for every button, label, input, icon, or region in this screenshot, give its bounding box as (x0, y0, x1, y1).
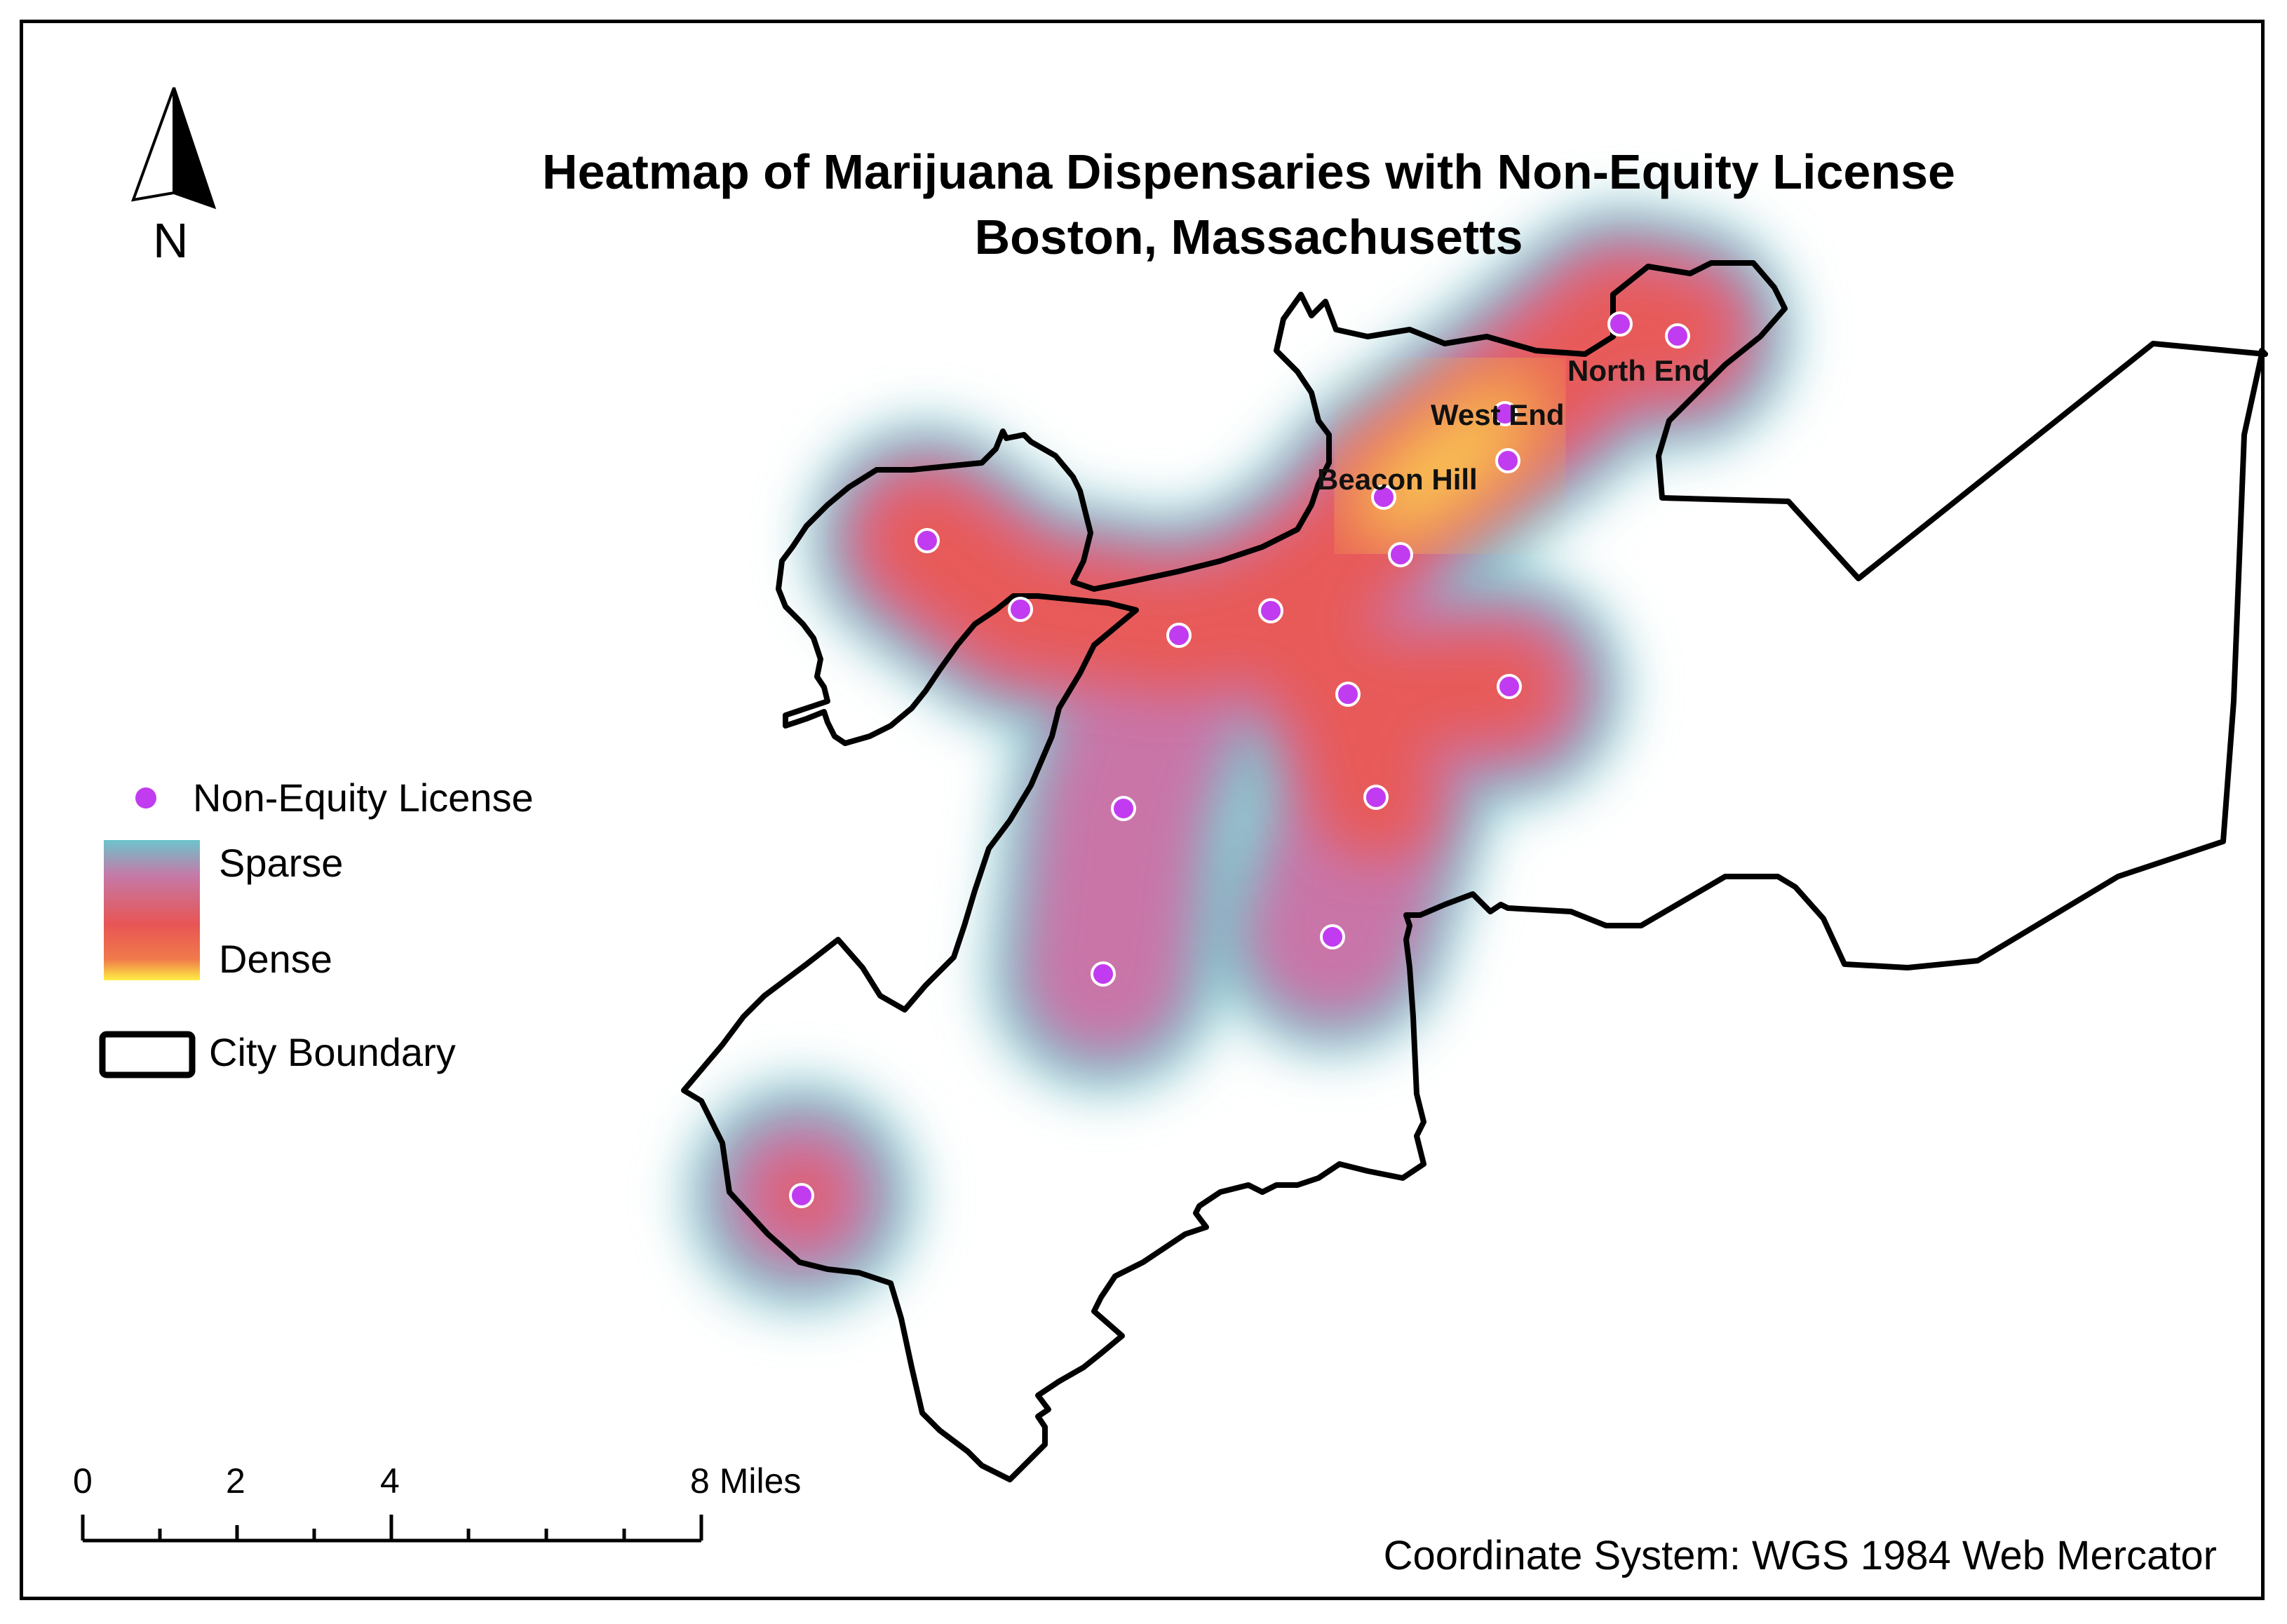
legend-boundary-swatch (99, 1031, 196, 1078)
dispensary-point (1008, 597, 1033, 622)
dispensary-point (1388, 542, 1413, 567)
legend-graphics (99, 787, 200, 1078)
dispensary-point (1371, 485, 1396, 510)
scale-bar (81, 1515, 703, 1543)
dispensary-point (1665, 323, 1690, 349)
scale-label-4: 4 (380, 1461, 400, 1501)
heatmap-layer (689, 207, 1792, 1308)
dispensary-point (1091, 961, 1116, 987)
legend-gradient-swatch (104, 840, 200, 980)
coordinate-system-note: Coordinate System: WGS 1984 Web Mercator (1383, 1533, 2217, 1578)
label-beacon-hill: Beacon Hill (1317, 463, 1478, 496)
dispensary-point (1607, 311, 1633, 337)
scale-label-2: 2 (226, 1461, 245, 1501)
dispensary-point (1495, 448, 1520, 473)
legend-point-icon (135, 787, 156, 808)
map-subtitle: Boston, Massachusetts (974, 210, 1523, 264)
dispensary-point (1335, 682, 1361, 707)
dispensary-point (1497, 674, 1522, 699)
scale-label-0: 0 (73, 1461, 93, 1501)
dispensary-point (1320, 924, 1345, 949)
dispensary-point (915, 528, 940, 553)
dispensary-point (1111, 796, 1136, 821)
north-label: N (153, 213, 189, 268)
legend-dense-label: Dense (219, 937, 332, 981)
dispensary-point (1166, 623, 1192, 648)
label-north-end: North End (1567, 354, 1710, 387)
dispensary-point (1258, 598, 1283, 623)
dispensary-point (1492, 401, 1518, 426)
dispensary-point (789, 1183, 814, 1208)
legend-sparse-label: Sparse (219, 841, 344, 885)
dispensary-point (1363, 785, 1389, 810)
label-west-end: West End (1431, 398, 1565, 431)
dispensary-points (789, 311, 1690, 1208)
scale-label-8-miles: 8 Miles (690, 1461, 802, 1501)
city-boundary (681, 260, 2268, 1482)
map-title: Heatmap of Marijuana Dispensaries with N… (542, 144, 1955, 199)
legend-boundary-label: City Boundary (209, 1030, 456, 1074)
legend-points-label: Non-Equity License (193, 776, 534, 820)
north-arrow-icon (130, 87, 217, 210)
